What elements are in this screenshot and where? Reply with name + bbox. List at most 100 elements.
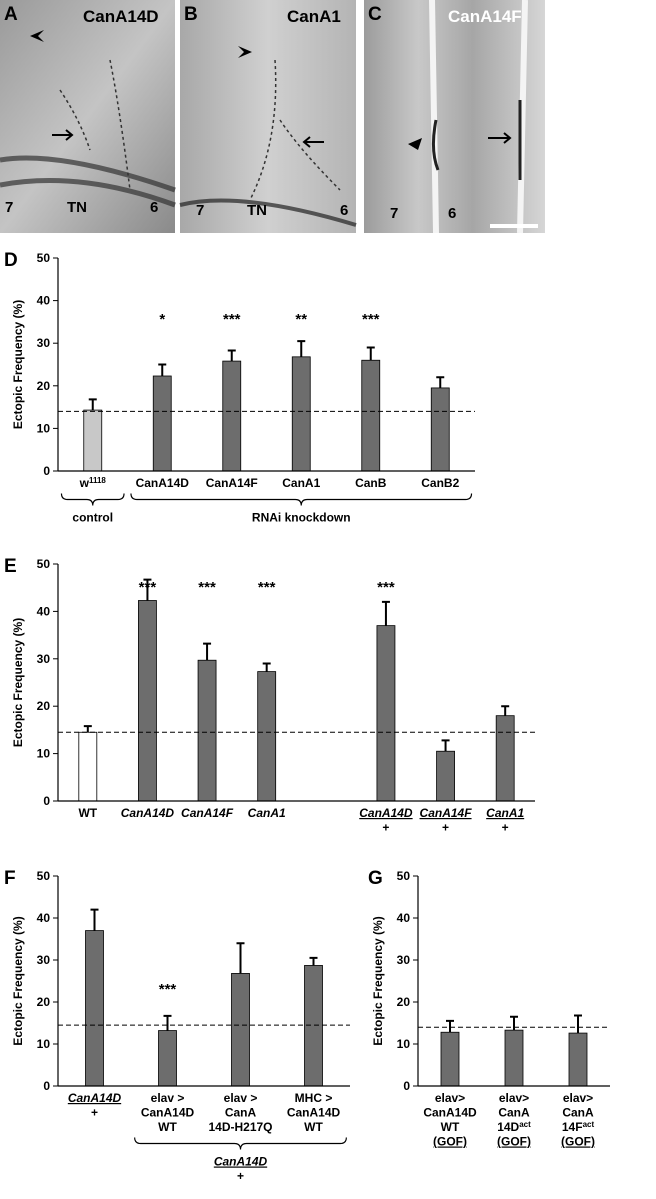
- category-label: CanA14F: [420, 806, 473, 820]
- category-label: CanA14D: [423, 1106, 477, 1120]
- micrograph-label: CanA1: [287, 7, 341, 26]
- y-tick-label: 10: [37, 747, 51, 761]
- category-label: 14D-H217Q: [208, 1120, 272, 1134]
- bar: [231, 973, 250, 1087]
- label-text: (GOF): [497, 1135, 531, 1149]
- label-superscript: 1118: [89, 476, 106, 485]
- category-label: CanA14D: [359, 806, 413, 820]
- y-tick-label: 30: [37, 953, 51, 967]
- label-text: 14F: [562, 1120, 583, 1134]
- category-label: CanA14D: [214, 1155, 268, 1169]
- significance-label: ***: [362, 311, 380, 328]
- category-label: RNAi knockdown: [252, 511, 351, 525]
- bar: [138, 600, 157, 802]
- bar: [376, 625, 396, 802]
- y-tick-label: 50: [397, 869, 411, 883]
- error-bar: [309, 956, 318, 966]
- panel-letter: F: [4, 868, 16, 889]
- y-tick-label: 30: [37, 336, 51, 350]
- bar: [436, 750, 455, 802]
- micrograph-mark: TN: [247, 202, 267, 219]
- error-bar: [163, 1014, 172, 1031]
- significance-label: ***: [258, 579, 276, 596]
- panel-letter: A: [4, 4, 18, 25]
- error-bar: [436, 376, 445, 388]
- category-label: (GOF): [497, 1135, 531, 1149]
- category-label: 14Dact: [497, 1120, 531, 1135]
- y-tick-label: 40: [37, 294, 51, 308]
- bar: [83, 409, 103, 472]
- y-tick-label: 20: [37, 699, 51, 713]
- label-text: CanA14D: [359, 806, 413, 820]
- category-label: control: [72, 511, 113, 525]
- panel-letter: B: [184, 4, 198, 25]
- bar: [291, 356, 311, 472]
- label-text: CanA14F: [181, 806, 234, 820]
- bar: [304, 965, 323, 1087]
- error-bar: [203, 642, 212, 661]
- category-label: CanA: [498, 1106, 530, 1120]
- category-label: +: [502, 821, 509, 835]
- error-bar: [143, 578, 152, 601]
- bar: [440, 1031, 460, 1087]
- panel-letter: E: [4, 556, 17, 577]
- significance-label: **: [295, 311, 307, 328]
- label-text: CanA14D: [121, 806, 175, 820]
- error-bar: [158, 363, 167, 377]
- error-bar: [236, 942, 245, 974]
- category-label: CanA14D: [141, 1106, 195, 1120]
- bar: [222, 360, 242, 472]
- category-label: CanA14D: [287, 1106, 341, 1120]
- error-bar: [446, 1019, 454, 1033]
- error-bar: [83, 725, 92, 733]
- y-tick-label: 50: [37, 869, 51, 883]
- y-tick-label: 40: [37, 911, 51, 925]
- y-tick-label: 20: [37, 995, 51, 1009]
- label-text: 14D: [497, 1120, 519, 1134]
- category-label: CanA1: [282, 476, 320, 490]
- y-tick-label: 40: [37, 604, 51, 618]
- category-label: CanA1: [248, 806, 286, 820]
- category-label: CanA14F: [206, 476, 258, 490]
- category-label: elav >: [224, 1091, 258, 1105]
- bar: [361, 359, 381, 472]
- significance-label: ***: [139, 579, 157, 596]
- error-bar: [501, 705, 510, 716]
- category-label: elav>: [499, 1091, 529, 1105]
- category-label: WT: [158, 1120, 177, 1134]
- bar: [85, 930, 104, 1087]
- category-label: WT: [441, 1120, 460, 1134]
- label-text: CanA1: [486, 806, 524, 820]
- micrograph-b: [179, 0, 357, 233]
- label-text: CanA1: [248, 806, 286, 820]
- y-tick-label: 10: [37, 1037, 51, 1051]
- micrograph-c: [364, 0, 545, 234]
- label-text: CanA14F: [420, 806, 473, 820]
- error-bar: [227, 349, 236, 362]
- micrograph-a: [0, 0, 176, 233]
- micrograph-mark: 6: [448, 205, 456, 222]
- micrograph-label: CanA14D: [83, 7, 159, 26]
- panel-letter: G: [368, 868, 383, 889]
- micrograph-label: CanA14F: [448, 7, 522, 26]
- category-label: CanB2: [421, 476, 459, 490]
- category-label: 14Fact: [562, 1120, 595, 1135]
- y-tick-label: 40: [397, 911, 411, 925]
- label-text: CanA14D: [214, 1155, 268, 1169]
- category-label: CanA14F: [181, 806, 234, 820]
- label-text: CanA14D: [68, 1091, 122, 1105]
- label-text: (GOF): [433, 1135, 467, 1149]
- error-bar: [297, 340, 306, 357]
- category-label: MHC >: [295, 1091, 333, 1105]
- y-axis-label: Ectopic Frequency (%): [11, 618, 25, 747]
- category-label: WT: [304, 1120, 323, 1134]
- micrograph-mark: 6: [340, 202, 348, 219]
- y-tick-label: 20: [397, 995, 411, 1009]
- bar: [504, 1029, 524, 1087]
- category-label: CanB: [355, 476, 387, 490]
- category-label: CanA14D: [68, 1091, 122, 1105]
- y-axis-label: Ectopic Frequency (%): [371, 916, 385, 1045]
- category-label: CanA: [562, 1106, 594, 1120]
- bar: [158, 1030, 177, 1087]
- label-text: (GOF): [561, 1135, 595, 1149]
